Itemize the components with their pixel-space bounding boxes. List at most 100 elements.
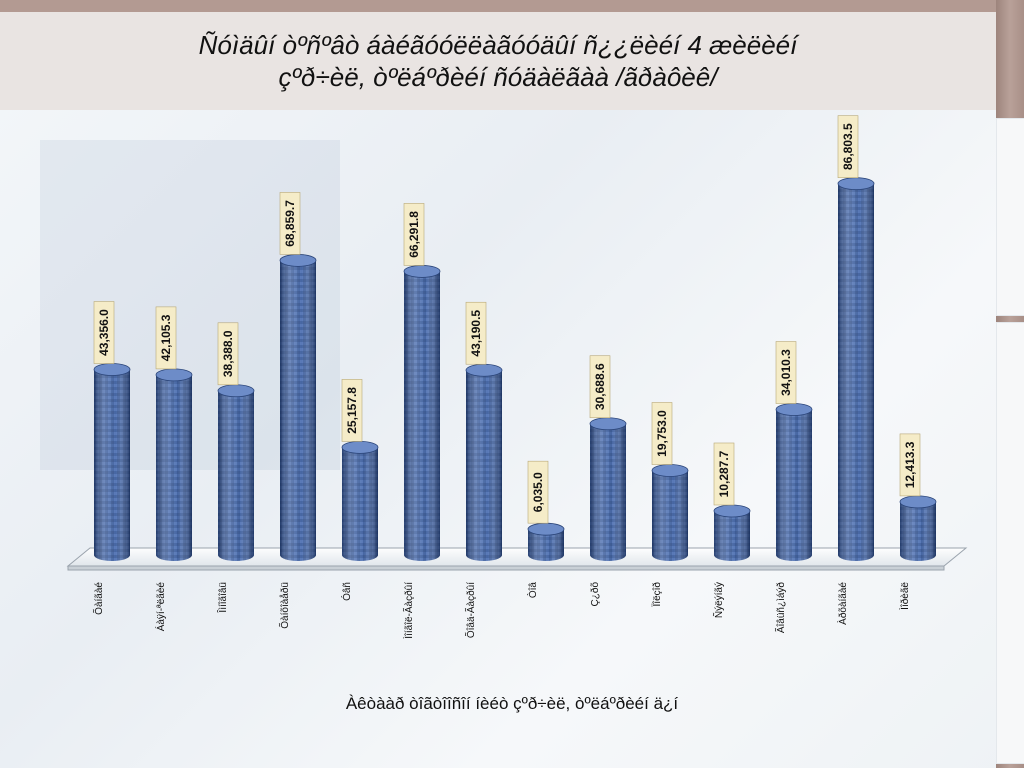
bar-5: [341, 440, 379, 561]
category-label: Õîâä-Ãàçðûí: [464, 582, 477, 638]
category-label: Õàíãàé: [92, 582, 105, 615]
value-label-text: 68,859.7: [283, 200, 297, 247]
category-label: Ïîëçîð: [651, 582, 663, 607]
value-label-text: 25,157.8: [345, 387, 359, 434]
value-label: 19,753.0: [651, 402, 673, 465]
bar-shading: [590, 423, 626, 561]
bar-shading: [342, 447, 378, 561]
bar-1: [93, 363, 131, 561]
value-label-box: [651, 402, 673, 465]
category-label: Óâñ: [340, 582, 353, 601]
category-label: Ñýëýíãý: [712, 582, 725, 618]
bar-12: [775, 403, 813, 561]
bar-cap: [279, 254, 317, 267]
value-label-text: 43,190.5: [469, 310, 483, 357]
bar-shading: [466, 370, 502, 561]
bar-cap: [837, 177, 875, 191]
bar-cap: [775, 403, 813, 416]
value-label: 42,105.3: [155, 306, 177, 370]
value-label: 30,688.6: [589, 355, 611, 419]
value-label-text: 30,688.6: [593, 363, 607, 410]
value-label: 86,803.5: [837, 115, 859, 178]
category-label: Áàÿí-ªëãèé: [154, 582, 167, 632]
category-label: Õàíõîàåðü: [278, 582, 291, 629]
value-label-text: 38,388.0: [221, 330, 235, 377]
top-band: [0, 0, 1024, 12]
value-label-text: 34,010.3: [779, 349, 793, 396]
bar-13: [837, 177, 875, 561]
value-label-box: [403, 203, 425, 266]
bar-cap: [713, 504, 751, 518]
chart-category-labels: Õàíãàé Áàÿí-ªëãèé Îìíîãîâü Õàíõîàåðü Óâñ Ìîíã…: [92, 582, 911, 639]
value-label-text: 19,753.0: [655, 410, 669, 457]
value-label-box: [465, 301, 487, 365]
decor-panel-top: [996, 118, 1024, 316]
value-label-text: 66,291.8: [407, 211, 421, 258]
bar-shading: [156, 374, 192, 561]
value-label: 6,035.0: [527, 460, 549, 524]
value-label: 25,157.8: [341, 379, 363, 442]
value-label-box: [589, 355, 611, 419]
bar-10: [651, 464, 689, 561]
value-label-box: [341, 379, 363, 442]
chart-floor-top: [66, 547, 968, 567]
value-label-text: 10,287.7: [717, 450, 731, 497]
bar-shading: [94, 369, 130, 561]
bar-8: [527, 522, 565, 561]
bar-3: [217, 384, 255, 561]
value-label-box: [93, 301, 115, 364]
x-axis-label: Àêòààð òîãòîîñîí íèéò çºð÷èë, òºëáºðèéí …: [345, 694, 679, 713]
bar-cap: [651, 464, 689, 477]
bar-14: [899, 495, 937, 561]
chart-floor: [66, 547, 968, 571]
chart-bars: [93, 177, 937, 561]
value-label: 12,413.3: [899, 433, 921, 497]
bar-shading: [528, 529, 564, 561]
chart-floor-edge: [67, 565, 945, 571]
category-label: Ç¿ðõ: [589, 582, 601, 607]
value-label-box: [837, 115, 859, 178]
bar-cap: [93, 363, 131, 376]
bar-cap: [217, 384, 255, 398]
decor-panel-bottom: [996, 322, 1024, 764]
bar-cap: [465, 363, 503, 377]
bar-shading: [218, 390, 254, 561]
bar-shading: [404, 271, 440, 561]
value-label-box: [217, 322, 239, 386]
value-label: 10,287.7: [713, 442, 735, 506]
bar-cap: [403, 265, 441, 278]
value-label-text: 6,035.0: [531, 472, 545, 512]
value-label-box: [899, 433, 921, 497]
bar-11: [713, 504, 751, 561]
value-label-box: [155, 306, 177, 370]
bar-shading: [280, 260, 316, 561]
bar-7: [465, 363, 503, 561]
bar-cap: [899, 495, 937, 509]
bar-cap: [527, 522, 565, 536]
value-label: 43,356.0: [93, 301, 115, 364]
bar-cap: [155, 368, 193, 382]
bar-shading: [900, 501, 936, 561]
bar-9: [589, 417, 627, 561]
bar-2: [155, 368, 193, 561]
value-label-box: [775, 341, 797, 404]
bar-6: [403, 265, 441, 561]
value-label-box: [527, 460, 549, 524]
bar-4: [279, 254, 317, 561]
bar-shading: [714, 510, 750, 561]
chart-title-line-1: Ñóìäûí òºñºâò áàéãóóëëàãóóäûí ñ¿¿ëèéí 4 …: [198, 30, 798, 60]
value-label-text: 43,356.0: [97, 309, 111, 356]
category-label: Îìíîãîâü: [216, 582, 229, 614]
bar-cap: [589, 417, 627, 431]
bar-shading: [838, 183, 874, 561]
value-label: 38,388.0: [217, 322, 239, 386]
bar-shading: [652, 470, 688, 561]
value-label: 68,859.7: [279, 192, 301, 255]
value-label: 34,010.3: [775, 341, 797, 404]
category-label: Òîâ: [526, 582, 539, 599]
value-label-text: 42,105.3: [159, 314, 173, 361]
title-box: Ñóìäûí òºñºâò áàéãóóëëàãóóäûí ñ¿¿ëèéí 4 …: [0, 12, 996, 110]
category-label: Ìîðèãë: [898, 582, 911, 610]
category-label: Ãîâüñ¿ìáýð: [774, 582, 787, 634]
